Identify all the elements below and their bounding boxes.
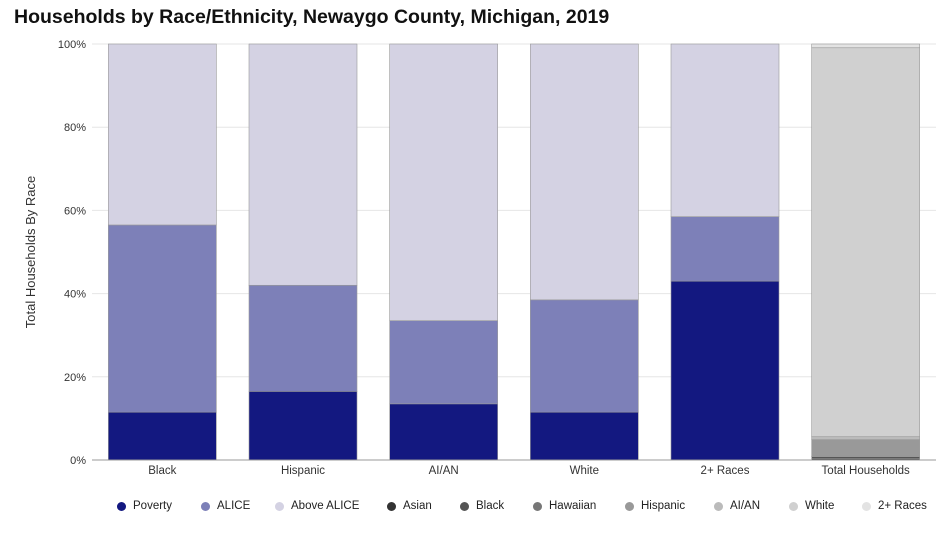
legend-swatch [275, 501, 284, 511]
y-tick-label: 20% [64, 372, 86, 384]
legend-label: Black [476, 500, 505, 512]
stacked-bar-chart: 0% 20% 40% 60% 80% 100% Total Households By Ra… [23, 39, 936, 477]
x-tick-label: AI/AN [429, 465, 459, 477]
bar-segment [248, 284, 358, 392]
legend-swatch [533, 501, 542, 511]
bar-segment [811, 439, 920, 457]
y-tick-label: 100% [58, 39, 86, 51]
legend-swatch [714, 501, 723, 511]
y-tick-label: 0% [70, 455, 86, 467]
legend-swatch [625, 501, 634, 511]
bar-segment [811, 43, 920, 49]
legend-swatch [862, 501, 871, 511]
legend-item[interactable]: Black [460, 500, 504, 512]
y-tick-label: 60% [64, 205, 86, 217]
legend-label: Poverty [133, 500, 172, 512]
legend-label: Hispanic [641, 500, 686, 512]
bar-segment [670, 280, 780, 461]
legend-label: Hawaiian [549, 500, 597, 512]
legend-item[interactable]: Asian [387, 500, 432, 512]
x-tick-label: 2+ Races [701, 465, 750, 477]
bar-segment [670, 43, 780, 217]
legend-item[interactable]: Hispanic [625, 500, 685, 512]
legend-label: ALICE [217, 500, 251, 512]
chart-title: Households by Race/Ethnicity, Newaygo Co… [14, 6, 610, 28]
bar-segment [670, 216, 780, 282]
bar-segment [811, 436, 920, 440]
bar-segment [530, 299, 639, 413]
legend-item[interactable]: Hawaiian [533, 500, 596, 512]
x-tick-label: Total Households [822, 465, 910, 477]
legend-label: White [805, 500, 835, 512]
legend-swatch [460, 501, 469, 511]
bar-segment [811, 456, 920, 460]
legend-item[interactable]: White [789, 500, 834, 512]
legend-swatch [789, 501, 798, 511]
bar-segment [530, 411, 639, 461]
y-tick-label: 40% [64, 289, 86, 301]
legend-label: AI/AN [730, 500, 761, 512]
bar-segment [248, 43, 358, 286]
bar-segment [108, 43, 217, 226]
legend-item[interactable]: 2+ Races [862, 500, 927, 512]
bar-segment [108, 224, 217, 413]
x-tick-label: White [570, 465, 599, 477]
legend-label: Above ALICE [291, 500, 360, 512]
y-tick-label: 80% [64, 122, 86, 134]
bar-segment [389, 403, 498, 461]
bar-segment [389, 320, 498, 405]
legend-item[interactable]: ALICE [201, 500, 250, 512]
chart-legend: Poverty ALICE Above ALICE Asian Black Hawaiia… [0, 500, 944, 520]
x-tick-label: Hispanic [281, 465, 325, 477]
bar-segment [108, 411, 217, 461]
bar-segment [530, 43, 639, 301]
legend-item[interactable]: Above ALICE [275, 500, 359, 512]
legend-swatch [201, 501, 210, 511]
legend-swatch [387, 501, 396, 511]
y-axis-label: Total Households By Race [23, 176, 38, 328]
legend-label: 2+ Races [878, 500, 927, 512]
legend-item[interactable]: Poverty [117, 500, 172, 512]
legend-swatch [117, 501, 126, 511]
legend-item[interactable]: AI/AN [714, 500, 760, 512]
legend-label: Asian [403, 500, 432, 512]
bar-segment [811, 47, 920, 438]
bar-segment [248, 391, 358, 461]
x-tick-label: Black [148, 465, 176, 477]
bar-segment [389, 43, 498, 321]
